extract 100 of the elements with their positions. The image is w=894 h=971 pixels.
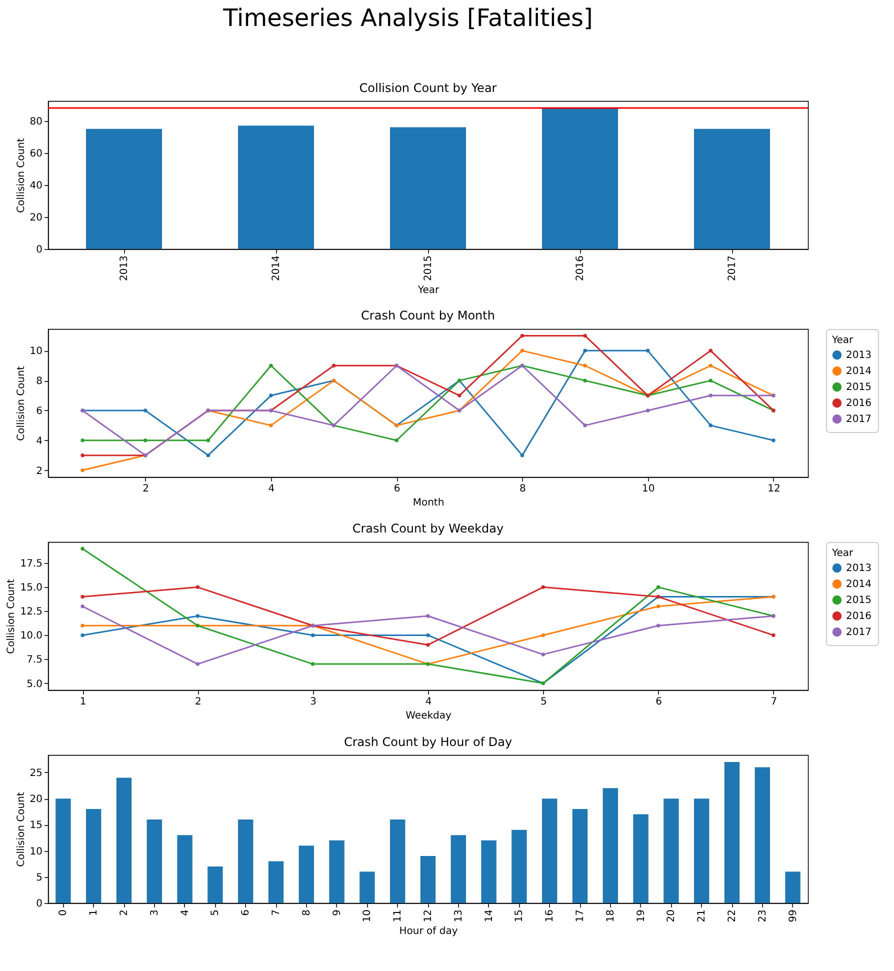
- point: [80, 594, 84, 599]
- y-tick-label: 80: [30, 116, 42, 128]
- y-tick-label: 5: [36, 872, 42, 884]
- y-tick-label: 15.0: [20, 582, 42, 594]
- y-tick-label: 40: [30, 180, 42, 192]
- point: [583, 424, 587, 428]
- x-tick-label: 12: [423, 910, 434, 922]
- x-tick-label: 99: [788, 910, 799, 922]
- point: [541, 585, 546, 590]
- legend-label: 2013: [846, 350, 872, 361]
- point: [541, 633, 546, 638]
- x-tick-label: 23: [757, 910, 768, 922]
- y-tick-label: 20: [30, 212, 42, 224]
- x-axis-title: Year: [416, 284, 440, 296]
- point: [80, 468, 84, 472]
- point: [583, 334, 587, 338]
- chart-title: Crash Count by Hour of Day: [344, 735, 512, 749]
- point: [310, 662, 315, 666]
- y-tick-label: 10.0: [20, 630, 42, 642]
- x-tick-label: 6: [394, 484, 400, 494]
- x-tick-label: 10: [362, 910, 374, 922]
- bar: [754, 767, 770, 903]
- y-tick-label: 60: [30, 148, 42, 160]
- bar: [420, 856, 436, 903]
- point: [458, 394, 462, 398]
- x-tick-label: 6: [240, 910, 252, 916]
- x-tick-label: 21: [696, 910, 708, 922]
- chart-title: Crash Count by Month: [361, 308, 495, 322]
- point: [80, 604, 84, 608]
- legend-label: 2015: [846, 595, 872, 606]
- legend-label: 2013: [846, 563, 872, 574]
- y-axis-title: Collision Count: [16, 366, 27, 441]
- bar: [116, 778, 132, 903]
- x-tick-label: 2015: [423, 256, 434, 281]
- chart-title: Collision Count by Year: [359, 81, 497, 95]
- y-tick-label: 0: [36, 244, 42, 256]
- x-tick-label: 19: [636, 910, 647, 922]
- point: [80, 453, 84, 458]
- bar: [238, 819, 254, 903]
- bar: [298, 846, 314, 903]
- point: [269, 424, 273, 428]
- point: [520, 334, 524, 338]
- legend-label: 2014: [846, 366, 872, 377]
- x-tick-label: 2: [119, 910, 130, 916]
- x-tick-label: 11: [392, 910, 404, 922]
- point: [772, 438, 776, 442]
- x-tick-label: 18: [605, 910, 616, 922]
- x-tick-label: 2: [142, 484, 150, 494]
- x-axis-title: Weekday: [406, 710, 452, 722]
- point: [310, 633, 315, 638]
- x-tick-label: 8: [520, 484, 526, 494]
- y-tick-label: 7.5: [26, 654, 42, 666]
- point: [708, 424, 713, 428]
- point: [646, 408, 650, 412]
- x-tick-label: 4: [425, 696, 432, 708]
- point: [426, 633, 430, 638]
- x-tick-label: 2: [195, 696, 202, 708]
- point: [196, 585, 200, 590]
- x-tick-label: 12: [768, 484, 780, 494]
- point: [196, 614, 200, 618]
- x-tick-label: 2014: [271, 256, 282, 281]
- bar: [390, 819, 406, 903]
- bar: [542, 108, 618, 249]
- x-tick-label: 16: [544, 910, 556, 922]
- point: [80, 624, 84, 628]
- point: [80, 633, 84, 638]
- x-tick-label: 15: [514, 910, 526, 922]
- point: [269, 394, 273, 398]
- point: [206, 438, 210, 442]
- y-tick-label: 25: [30, 768, 42, 779]
- x-tick-label: 0: [58, 910, 70, 916]
- x-tick-label: 7: [770, 696, 778, 708]
- point: [656, 604, 660, 608]
- y-tick-label: 5.0: [26, 678, 42, 690]
- bar: [390, 127, 466, 249]
- point: [646, 348, 650, 353]
- point: [206, 453, 210, 458]
- point: [332, 364, 336, 368]
- x-tick-label: 5: [540, 696, 547, 708]
- y-tick-label: 10: [30, 346, 42, 358]
- x-tick-label: 4: [268, 484, 275, 494]
- legend-label: 2017: [846, 627, 872, 638]
- legend-label: 2014: [846, 579, 872, 590]
- x-tick-label: 1: [88, 910, 100, 916]
- chart-title: Crash Count by Weekday: [352, 522, 504, 536]
- y-tick-label: 20: [30, 794, 42, 806]
- bar: [177, 835, 192, 903]
- point: [80, 546, 84, 551]
- y-tick-label: 8: [36, 376, 42, 388]
- bar: [146, 819, 162, 903]
- y-axis-title: Collision Count: [6, 579, 18, 654]
- y-tick-label: 15: [30, 820, 42, 832]
- x-tick-label: 10: [642, 484, 655, 494]
- x-tick-label: 6: [656, 696, 662, 708]
- x-tick-label: 20: [666, 910, 678, 922]
- point: [196, 662, 200, 666]
- legend-label: 2017: [846, 414, 872, 425]
- y-axis-title: Collision Count: [16, 138, 27, 213]
- point: [520, 348, 524, 353]
- y-tick-label: 17.5: [20, 558, 42, 570]
